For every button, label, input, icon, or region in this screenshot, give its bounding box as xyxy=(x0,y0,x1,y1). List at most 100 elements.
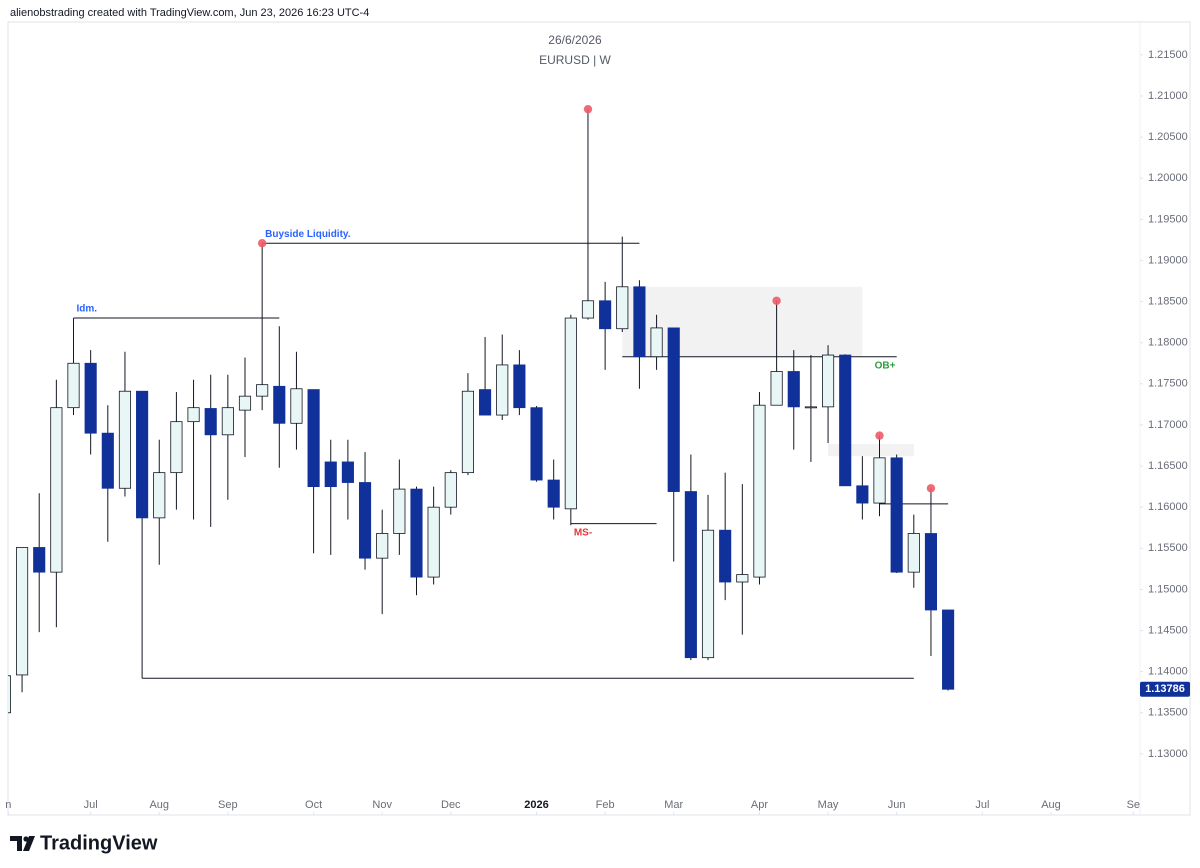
candle-body-up xyxy=(753,404,766,578)
candle-body-down xyxy=(684,491,697,659)
candle-body-down xyxy=(667,327,680,492)
x-tick-label: Jul xyxy=(84,799,98,811)
level-label: OB+ xyxy=(875,360,896,371)
x-tick-label: Apr xyxy=(751,799,768,811)
candle-body-up xyxy=(8,675,11,714)
y-tick-label: 1.16500 xyxy=(1148,460,1188,472)
candle-body-up xyxy=(701,529,715,659)
candle-body-up xyxy=(153,472,166,519)
x-tick-label: Aug xyxy=(149,799,169,811)
candle-body-up xyxy=(376,533,389,559)
candle-body-down xyxy=(101,432,114,489)
plot-area: Idm. Buyside Liquidity. MS- OB+ xyxy=(8,104,955,714)
level-label: MS- xyxy=(574,527,592,538)
y-tick-label: 1.20500 xyxy=(1148,131,1188,143)
x-tick-label: Dec xyxy=(441,799,461,811)
candle-body-up xyxy=(804,406,817,409)
candle-body-up xyxy=(822,354,835,408)
x-tick-label: Nov xyxy=(372,799,392,811)
candle-body-down xyxy=(599,300,612,330)
candle-body-up xyxy=(221,407,234,436)
candle-body-up xyxy=(770,371,783,406)
x-tick-label: Aug xyxy=(1041,799,1061,811)
x-tick-label: 2026 xyxy=(524,799,548,811)
y-tick-label: 1.18000 xyxy=(1148,337,1188,349)
candle-body-up xyxy=(50,407,63,573)
candle-body-up xyxy=(873,457,886,504)
y-tick-label: 1.13500 xyxy=(1148,707,1188,719)
candle-body-down xyxy=(719,529,732,583)
candle-body-up xyxy=(650,327,663,358)
candle-body-down xyxy=(136,390,149,519)
x-tick-label: Sep xyxy=(218,799,238,811)
candle-body-up xyxy=(581,300,595,319)
candle-body-up xyxy=(907,533,920,573)
candle-body-down xyxy=(273,385,286,424)
candle-body-down xyxy=(633,286,646,358)
y-tick-label: 1.17000 xyxy=(1148,419,1188,431)
last-price-box xyxy=(1140,681,1190,697)
y-tick-label: 1.20000 xyxy=(1148,172,1188,184)
candle-body-down xyxy=(547,479,560,508)
y-tick-label: 1.14500 xyxy=(1148,624,1188,636)
candle-body-up xyxy=(238,395,252,411)
x-tick-label: May xyxy=(818,799,839,811)
chart-frame xyxy=(7,21,1191,816)
swing-marker xyxy=(875,431,884,440)
candle-body-up xyxy=(616,286,629,330)
tradingview-logo xyxy=(10,836,35,851)
y-tick-label: 1.14000 xyxy=(1148,666,1188,678)
chart-title: EURUSD | W xyxy=(539,53,611,67)
candle-body-down xyxy=(924,533,938,611)
x-tick-label: Jul xyxy=(975,799,989,811)
x-tick-label: Feb xyxy=(596,799,615,811)
candle-body-down xyxy=(479,389,492,416)
candle-body-up xyxy=(444,472,457,508)
last-price-label: 1.13786 xyxy=(1145,683,1185,695)
candle-body-up xyxy=(16,547,29,676)
y-tick-label: 1.15500 xyxy=(1148,542,1188,554)
x-tick-label: Mar xyxy=(664,799,683,811)
candle-body-up xyxy=(564,317,577,510)
candle-body-up xyxy=(256,384,269,397)
swing-marker xyxy=(772,296,781,305)
y-tick-label: 1.21500 xyxy=(1148,49,1188,61)
x-tick-label: Oct xyxy=(305,799,322,811)
candle-body-down xyxy=(84,362,97,434)
candle-body-up xyxy=(67,362,80,409)
candle-body-down xyxy=(787,371,800,408)
swing-marker xyxy=(583,104,593,114)
y-tick-label: 1.18500 xyxy=(1148,296,1188,308)
candle-body-down xyxy=(410,488,423,578)
x-tick-label: Jun xyxy=(888,799,906,811)
swing-marker xyxy=(257,239,267,248)
level-label: Idm. xyxy=(77,304,98,315)
candle-body-down xyxy=(856,485,869,504)
candle-body-down xyxy=(942,609,955,690)
level-label: Buyside Liquidity. xyxy=(265,229,351,240)
candle-body-up xyxy=(290,388,303,424)
candle-body-up xyxy=(461,390,474,474)
y-tick-label: 1.19000 xyxy=(1148,254,1188,266)
candle-body-down xyxy=(33,547,46,573)
x-tick-label: n xyxy=(5,799,11,811)
axes: 1.13000 1.13500 1.14000 1.14500 1.15000 1.155… xyxy=(5,49,1190,815)
y-tick-label: 1.16000 xyxy=(1148,501,1188,513)
candle-body-up xyxy=(170,421,183,474)
y-tick-label: 1.15000 xyxy=(1148,583,1188,595)
y-tick-label: 1.19500 xyxy=(1148,213,1188,225)
header-text: alienobstrading created with TradingView… xyxy=(10,7,369,19)
candle-body-down xyxy=(324,461,337,488)
candle-body-up xyxy=(393,488,406,534)
candle-body-down xyxy=(204,408,217,436)
swing-marker xyxy=(926,484,936,493)
y-tick-label: 1.17500 xyxy=(1148,378,1188,390)
y-tick-label: 1.21000 xyxy=(1148,90,1188,102)
y-tick-label: 1.13000 xyxy=(1148,748,1188,760)
candle-body-up xyxy=(427,506,440,578)
candle-body-down xyxy=(513,364,526,409)
candle-body-down xyxy=(307,389,320,488)
footer-brand: TradingView xyxy=(40,832,158,854)
candle-body-up xyxy=(496,364,509,416)
candle-body-down xyxy=(890,457,903,573)
